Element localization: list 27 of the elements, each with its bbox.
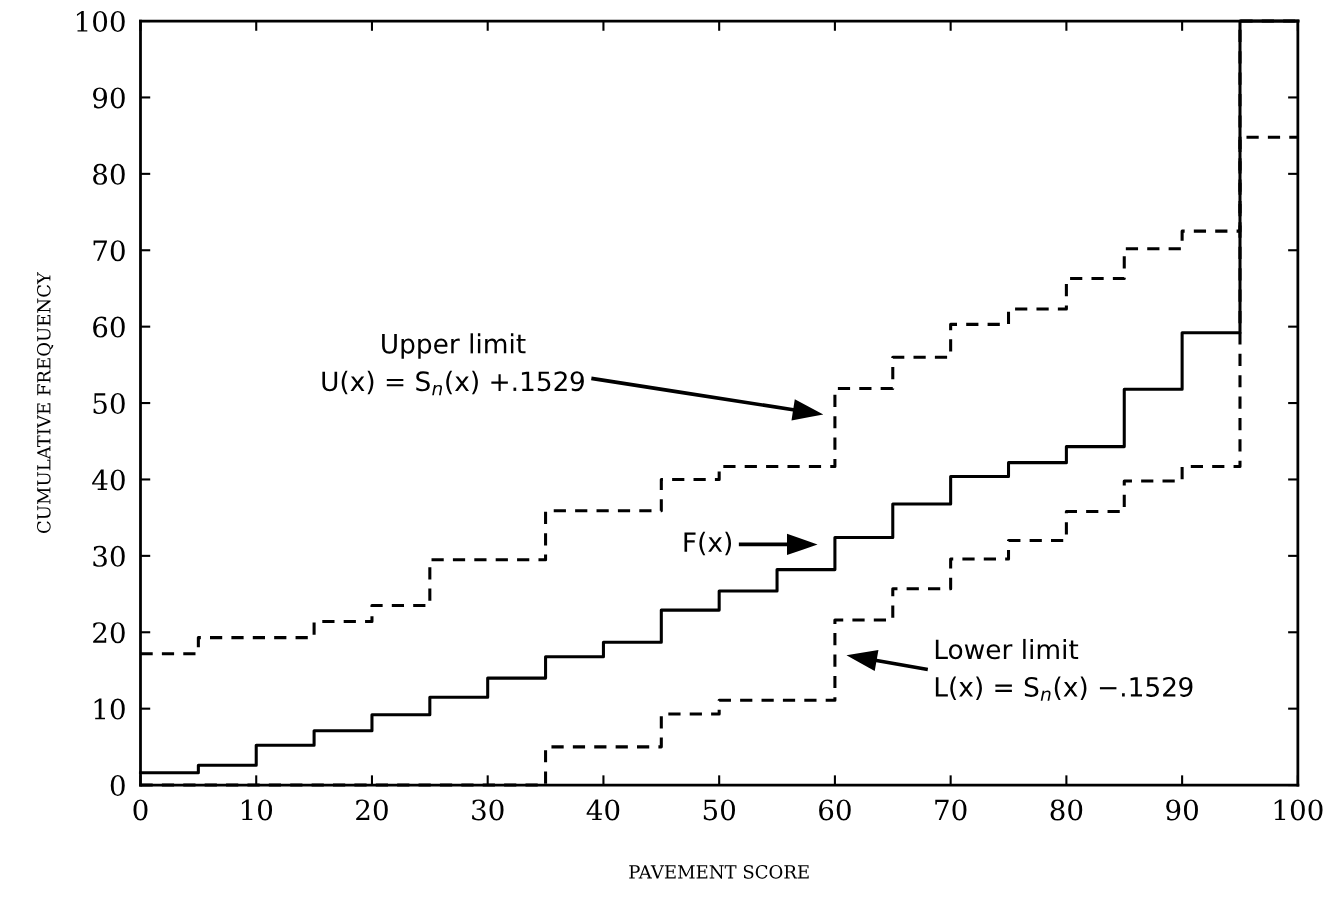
x-tick-label: 70 <box>935 799 967 821</box>
x-tick-label: 20 <box>356 799 388 821</box>
y-tick-label: 30 <box>93 545 125 567</box>
x-tick-label: 80 <box>1050 799 1083 821</box>
x-tick-label: 60 <box>819 799 851 821</box>
x-tick-label: 100 <box>1274 799 1323 821</box>
x-tick-label: 90 <box>1166 799 1198 821</box>
x-tick-label: 10 <box>241 799 273 821</box>
y-tick-label: 0 <box>110 775 125 797</box>
y-tick-label: 40 <box>92 469 125 491</box>
x-axis-title: PAVEMENT SCORE <box>629 865 809 879</box>
y-tick-label: 10 <box>94 698 125 720</box>
y-axis-title: CUMULATIVE FREQUENCY <box>36 271 54 534</box>
x-tick-label: 40 <box>586 799 620 821</box>
y-tick-label: 100 <box>76 10 125 32</box>
annotation: Lower limit L(x) = S$_{n}$(x) −.1529 <box>935 638 1193 701</box>
x-tick-label: 0 <box>133 799 148 821</box>
annotation: Upper limit U(x) = S$_{n}$(x) +.1529 <box>322 333 584 396</box>
y-tick-label: 90 <box>93 87 125 109</box>
y-tick-label: 50 <box>93 392 125 415</box>
y-tick-label: 20 <box>93 622 125 644</box>
x-tick-label: 30 <box>472 799 504 821</box>
y-tick-label: 80 <box>93 163 125 185</box>
y-tick-label: 60 <box>93 316 125 338</box>
x-tick-label: 50 <box>703 799 735 821</box>
annotation: F(x) <box>684 531 732 556</box>
y-tick-label: 70 <box>93 240 125 262</box>
